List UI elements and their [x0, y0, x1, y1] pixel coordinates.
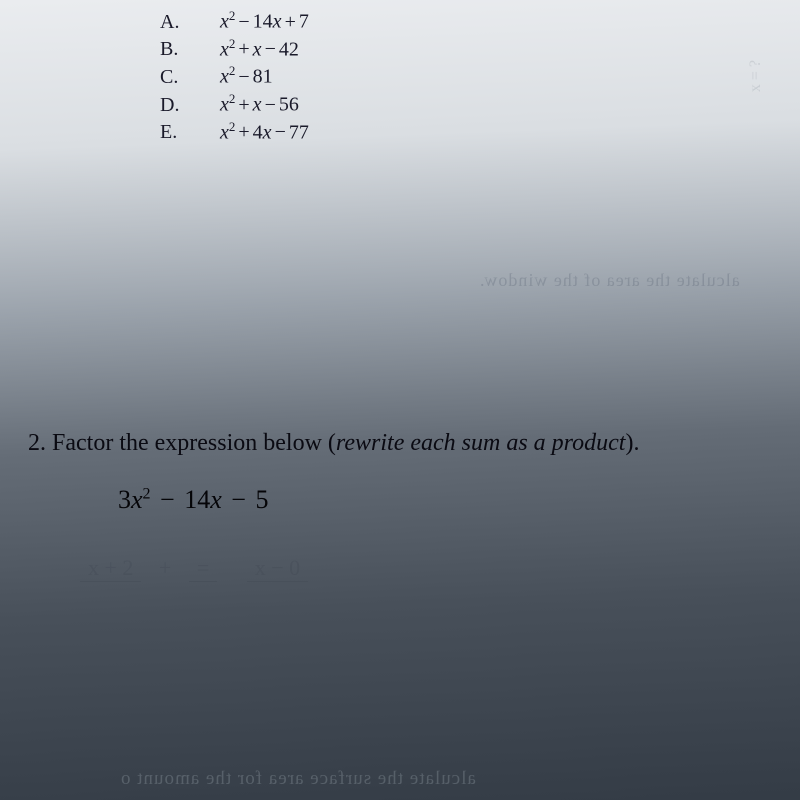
term-exp: 2	[143, 485, 151, 502]
ghost-side-text: x = ?	[747, 60, 765, 92]
mc-label: B.	[160, 38, 220, 61]
term-val: 5	[255, 485, 268, 514]
mc-expression: x2+x−42	[220, 36, 299, 62]
prompt-text-plain: Factor the expression below (	[52, 430, 336, 456]
mc-label: C.	[160, 66, 220, 89]
mc-option-d: D. x2+x−56	[160, 91, 309, 117]
question-number: 2.	[28, 430, 46, 456]
question-expression: 3x2 − 14x − 5	[118, 485, 780, 515]
mc-option-e: E. x2+4x−77	[160, 119, 309, 145]
term-op: −	[231, 485, 246, 514]
multiple-choice-list: A. x2−14x+7 B. x2+x−42 C. x2−81 D. x2+x−…	[160, 8, 309, 146]
question-2: 2. Factor the expression below (rewrite …	[28, 430, 780, 515]
mc-label: A.	[160, 11, 220, 34]
prompt-text-italic: rewrite each sum as a product	[336, 430, 626, 456]
ghost-mid-fraction: x + 2 + = x − 0	[80, 555, 308, 582]
question-prompt: 2. Factor the expression below (rewrite …	[28, 430, 780, 457]
mc-label: D.	[160, 94, 220, 117]
mc-label: E.	[160, 121, 220, 144]
ghost-reverse-text-1: alculate the area of the window.	[479, 270, 740, 291]
mc-option-c: C. x2−81	[160, 63, 309, 89]
mc-expression: x2−81	[220, 63, 273, 89]
ghost-reverse-text-2: alculate the surface area for the amount…	[120, 768, 476, 790]
paper-surface: A. x2−14x+7 B. x2+x−42 C. x2−81 D. x2+x−…	[0, 0, 800, 800]
term-coef: 3	[118, 485, 131, 514]
term-var: x	[131, 485, 143, 514]
prompt-close: ).	[625, 430, 639, 456]
mc-expression: x2+4x−77	[220, 119, 309, 145]
term-coef: 14	[184, 485, 210, 514]
mc-option-a: A. x2−14x+7	[160, 8, 309, 34]
term-op: −	[160, 485, 175, 514]
mc-expression: x2−14x+7	[220, 8, 309, 34]
mc-expression: x2+x−56	[220, 91, 299, 117]
mc-option-b: B. x2+x−42	[160, 36, 309, 62]
term-var: x	[210, 485, 222, 514]
